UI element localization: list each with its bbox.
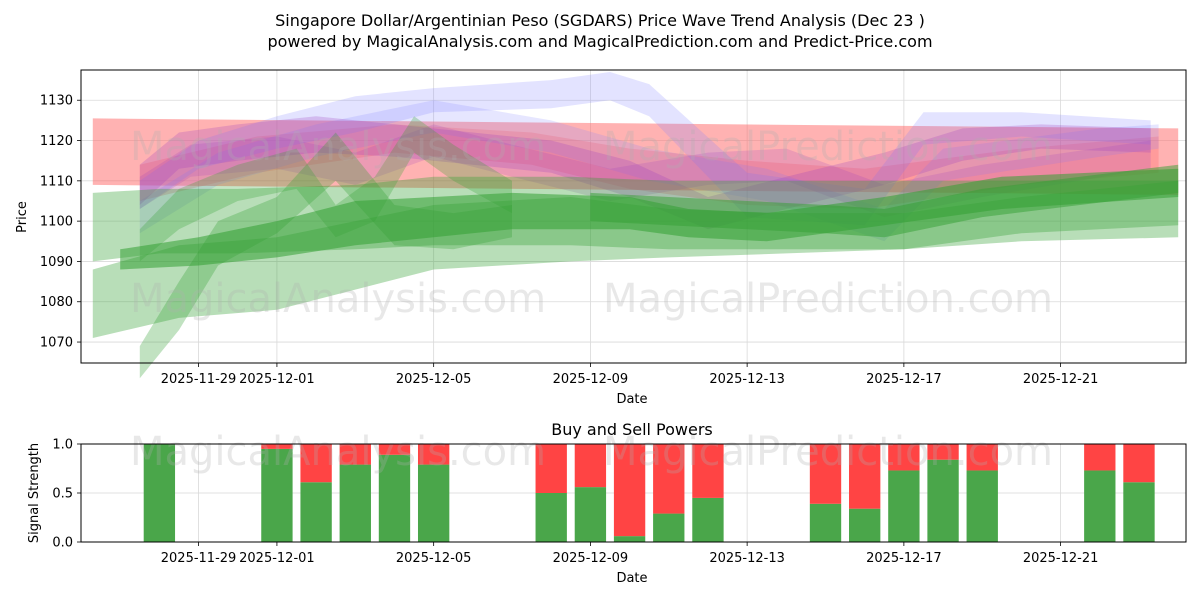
price-x-tick-label: 2025-11-29 (161, 372, 237, 387)
price-y-axis: 1070 1080 1090 1100 1110 1120 1130 (40, 94, 81, 351)
buy-bar (535, 493, 567, 542)
buy-sell-watermarks: MagicalAnalysis.com MagicalPrediction.co… (130, 429, 1053, 475)
sell-bar (966, 444, 998, 471)
buy-bar (300, 482, 332, 542)
sell-bar (1123, 444, 1155, 483)
sell-bar (300, 444, 332, 483)
buy-bar (1123, 482, 1155, 542)
sell-bar (888, 444, 920, 471)
price-y-tick-label: 1120 (40, 134, 73, 149)
blue-wave-band-2 (139, 72, 1151, 226)
price-wave-bands (92, 72, 1179, 379)
price-chart-watermarks: MagicalAnalysis.com MagicalPrediction.co… (130, 124, 1053, 322)
sell-bar (849, 444, 881, 509)
sell-bar (653, 444, 685, 514)
sell-bar (574, 444, 607, 488)
buy-sell-y-tick-label: 1.0 (52, 438, 73, 453)
buy-sell-x-axis: 2025-11-29 2025-12-01 2025-12-05 2025-12-09… (161, 542, 1099, 566)
buy-sell-x-tick-label: 2025-12-01 (239, 551, 315, 566)
buy-bar (613, 536, 646, 542)
buy-bar (849, 508, 881, 542)
buy-sell-x-tick-label: 2025-12-21 (1023, 551, 1099, 566)
buy-sell-chart: Buy and Sell Powers MagicalAnalysis.com … (27, 420, 1187, 586)
buy-bar (339, 464, 371, 542)
buy-sell-x-tick-label: 2025-12-17 (866, 551, 942, 566)
sell-bar (927, 444, 959, 460)
price-x-axis: 2025-11-29 2025-12-01 2025-12-05 2025-12-09… (161, 363, 1099, 387)
buy-sell-x-tick-label: 2025-12-09 (553, 551, 629, 566)
price-x-tick-label: 2025-12-17 (866, 372, 942, 387)
buy-bar (1084, 470, 1116, 542)
sell-bar (535, 444, 567, 493)
buy-bar (888, 470, 920, 542)
buy-sell-x-tick-label: 2025-12-05 (396, 551, 472, 566)
purple-wave-band-4 (139, 116, 1151, 230)
price-x-tick-label: 2025-12-21 (1023, 372, 1099, 387)
figure-title: Singapore Dollar/Argentinian Peso (SGDAR… (275, 11, 925, 30)
buy-bar (574, 487, 607, 542)
sell-bar (417, 444, 450, 465)
sell-bar (613, 444, 646, 537)
buy-bar (261, 448, 293, 542)
sell-bar (1084, 444, 1116, 471)
red-wave-band-1 (139, 124, 1159, 209)
price-y-tick-label: 1090 (40, 255, 73, 270)
watermark-analysis-lower: MagicalAnalysis.com (130, 429, 546, 475)
red-wave-band-0 (92, 118, 1179, 195)
buy-sell-bars (143, 444, 1155, 542)
price-y-tick-label: 1130 (40, 94, 73, 109)
buy-bar (143, 444, 176, 542)
price-y-tick-label: 1080 (40, 295, 73, 310)
price-x-axis-label: Date (616, 392, 647, 407)
buy-bar (927, 459, 959, 542)
sell-bar (692, 444, 724, 498)
buy-sell-x-tick-label: 2025-12-13 (709, 551, 785, 566)
sell-bar (261, 444, 293, 449)
price-x-tick-label: 2025-12-05 (396, 372, 472, 387)
buy-bar (653, 513, 685, 542)
price-x-tick-label: 2025-12-13 (709, 372, 785, 387)
sell-bar (809, 444, 842, 504)
price-x-tick-label: 2025-12-01 (239, 372, 315, 387)
buy-sell-x-tick-label: 2025-11-29 (161, 551, 237, 566)
sell-bar (378, 444, 411, 455)
price-y-tick-label: 1100 (40, 215, 73, 230)
buy-sell-y-axis: 0.0 0.5 1.0 (52, 438, 81, 551)
buy-sell-y-tick-label: 0.0 (52, 536, 73, 551)
watermark-analysis-top: MagicalAnalysis.com (130, 124, 546, 170)
purple-wave-band-5 (139, 124, 1151, 218)
watermark-prediction-top: MagicalPrediction.com (603, 124, 1053, 170)
buy-bar (966, 470, 998, 542)
buy-bar (809, 503, 842, 542)
green-wave-band-11 (590, 164, 1179, 238)
buy-sell-y-axis-label: Signal Strength (27, 443, 42, 543)
buy-bar (417, 464, 450, 542)
buy-sell-y-tick-label: 0.5 (52, 487, 73, 502)
price-y-axis-label: Price (15, 201, 30, 233)
watermark-prediction-bottom: MagicalPrediction.com (603, 276, 1053, 322)
price-y-tick-label: 1070 (40, 336, 73, 351)
buy-sell-title: Buy and Sell Powers (551, 420, 713, 439)
price-chart: MagicalAnalysis.com MagicalPrediction.co… (15, 69, 1187, 407)
buy-bar (378, 454, 411, 542)
green-wave-band-9 (139, 116, 513, 262)
watermark-analysis-bottom: MagicalAnalysis.com (130, 276, 546, 322)
price-chart-frame (80, 69, 1187, 364)
price-y-tick-label: 1110 (40, 174, 73, 189)
price-x-tick-label: 2025-12-09 (553, 372, 629, 387)
buy-sell-x-axis-label: Date (616, 571, 647, 586)
buy-bar (692, 497, 724, 542)
figure-subtitle: powered by MagicalAnalysis.com and Magic… (267, 32, 932, 51)
watermark-prediction-lower: MagicalPrediction.com (603, 429, 1053, 475)
sell-bar (339, 444, 371, 465)
